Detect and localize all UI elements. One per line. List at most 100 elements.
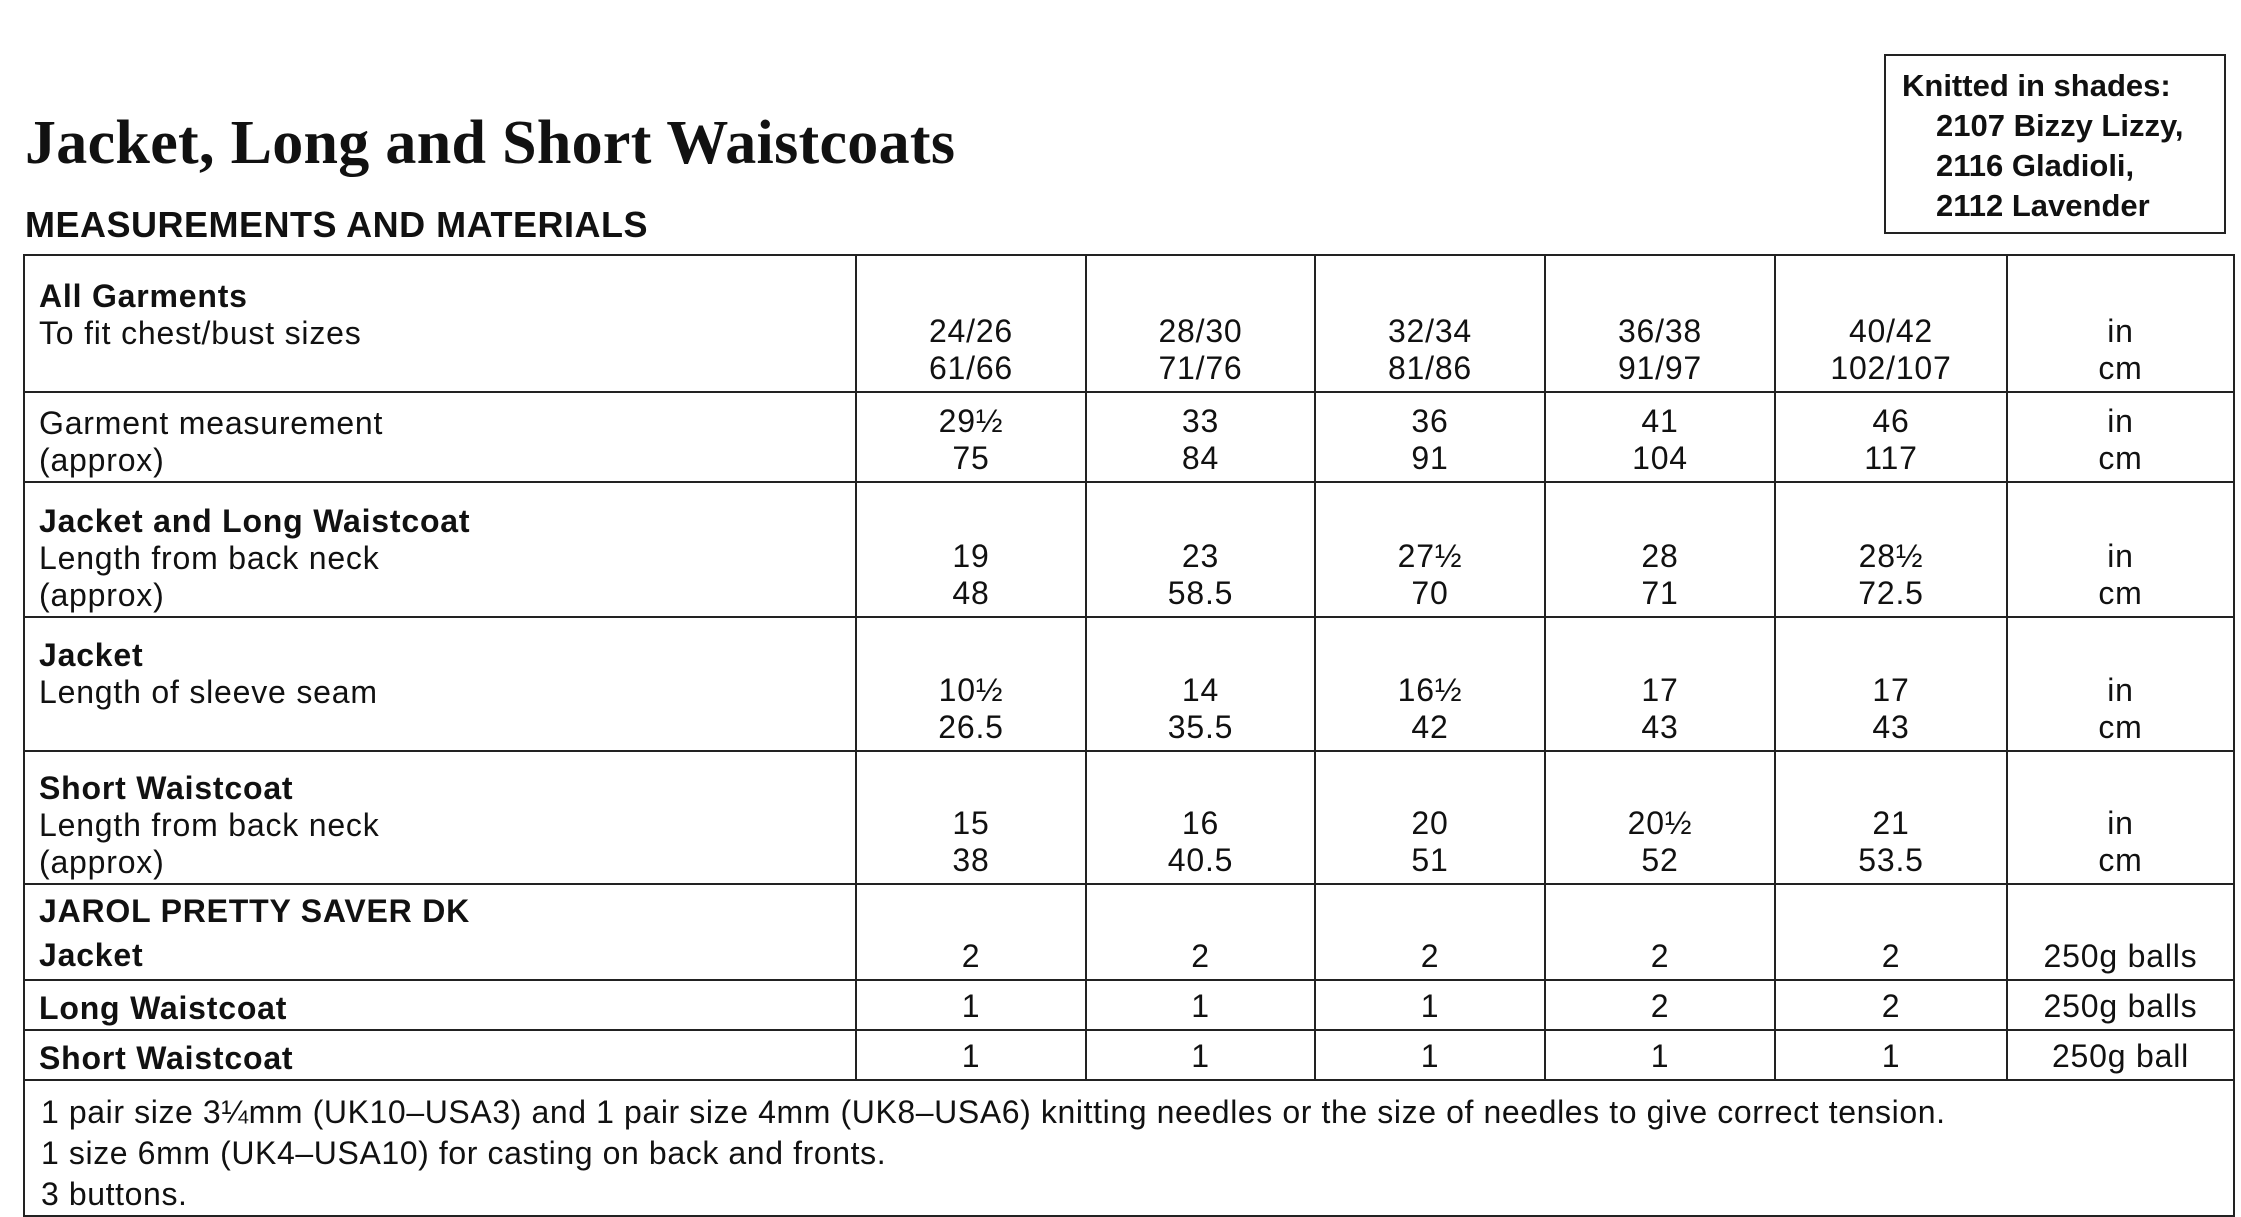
value-cell: 1 [1544, 1029, 1776, 1081]
value-cell: 27½ 70 [1314, 481, 1546, 618]
value-in: 28 [1641, 538, 1679, 574]
table-row: JAROL PRETTY SAVER DK Jacket 2 2 2 2 2 2… [23, 883, 2235, 981]
unit-cell: in cm [2006, 481, 2235, 618]
value-in: 23 [1181, 538, 1220, 574]
row-label-cell: Short Waistcoat [23, 1029, 857, 1081]
value-cm: 104 [1632, 440, 1688, 476]
unit-cm: cm [2098, 350, 2143, 386]
value-cell: 2 [1774, 979, 2008, 1031]
value-cell: 1 [1085, 979, 1316, 1031]
row-label: Length from back neck [39, 540, 380, 576]
unit-cell: in cm [2006, 391, 2235, 483]
value-cm: 61/66 [928, 350, 1014, 386]
value-in: 36 [1411, 403, 1449, 439]
unit-cm: cm [2098, 575, 2143, 611]
value-cm: 26.5 [938, 709, 1004, 745]
value-in: 15 [952, 805, 990, 841]
value-cm: 71/76 [1158, 350, 1243, 386]
unit-cell: 250g ball [2006, 1029, 2235, 1081]
unit-cell: in cm [2006, 750, 2235, 885]
value-in: 20½ [1627, 805, 1693, 841]
row-label: Jacket [39, 937, 144, 973]
value-in: 28/30 [1158, 313, 1243, 349]
value-in: 40/42 [1848, 313, 1934, 349]
row-heading: JAROL PRETTY SAVER DK [39, 893, 471, 929]
ball-count: 2 [1881, 938, 1901, 974]
shade-item: 2107 Bizzy Lizzy, [1936, 108, 2184, 143]
ball-count: 1 [1191, 1038, 1210, 1074]
materials-notes: 1 pair size 3¼mm (UK10–USA3) and 1 pair … [23, 1079, 2235, 1217]
row-label-cell: JAROL PRETTY SAVER DK Jacket [23, 883, 857, 981]
row-heading: Short Waistcoat [39, 770, 294, 806]
buttons-note: 3 buttons. [41, 1176, 188, 1212]
value-cm: 71 [1641, 575, 1679, 611]
value-cell: 14 35.5 [1085, 616, 1316, 752]
value-cell: 20½ 52 [1544, 750, 1776, 885]
unit-in: in [2107, 538, 2134, 574]
value-cell: 36/38 91/97 [1544, 254, 1776, 393]
value-cm: 75 [952, 440, 990, 476]
value-cm: 43 [1872, 709, 1910, 745]
value-cell: 21 53.5 [1774, 750, 2008, 885]
shade-item: 2116 Gladioli, [1936, 148, 2135, 183]
unit-cell: 250g balls [2006, 883, 2235, 981]
row-label-cell: Long Waistcoat [23, 979, 857, 1031]
value-cell: 1 [855, 1029, 1087, 1081]
table-row: Short Waistcoat 1 1 1 1 1 250g ball [23, 1029, 2235, 1081]
value-cell: 20 51 [1314, 750, 1546, 885]
value-cell: 2 [855, 883, 1087, 981]
value-cell: 16 40.5 [1085, 750, 1316, 885]
row-label: (approx) [39, 577, 165, 613]
value-cm: 35.5 [1167, 709, 1234, 745]
value-cell: 1 [855, 979, 1087, 1031]
value-cell: 28½ 72.5 [1774, 481, 2008, 618]
value-in: 27½ [1397, 538, 1463, 574]
ball-count: 2 [1420, 938, 1440, 974]
table-row: Garment measurement (approx) 29½ 75 33 84 … [23, 391, 2235, 483]
ball-count: 1 [961, 988, 981, 1024]
value-in: 32/34 [1387, 313, 1473, 349]
value-cm: 102/107 [1830, 350, 1952, 386]
ball-count: 2 [1191, 938, 1210, 974]
ball-count: 1 [1420, 988, 1440, 1024]
value-cell: 1 [1314, 979, 1546, 1031]
unit-in: in [2107, 672, 2134, 708]
row-label: Short Waistcoat [39, 1040, 294, 1076]
value-in: 10½ [938, 672, 1004, 708]
row-label: Length from back neck [39, 807, 380, 843]
unit-cell: in cm [2006, 254, 2235, 393]
table-row: All Garments To fit chest/bust sizes 24/… [23, 254, 2235, 393]
value-cell: 28/30 71/76 [1085, 254, 1316, 393]
value-in: 17 [1641, 672, 1679, 708]
value-cell: 1 [1314, 1029, 1546, 1081]
value-in: 16½ [1397, 672, 1463, 708]
value-cell: 29½ 75 [855, 391, 1087, 483]
unit-cm: cm [2098, 440, 2143, 476]
measurements-table: All Garments To fit chest/bust sizes 24/… [23, 254, 2235, 1217]
value-cell: 40/42 102/107 [1774, 254, 2008, 393]
value-cell: 28 71 [1544, 481, 1776, 618]
value-in: 16 [1181, 805, 1220, 841]
value-cm: 91/97 [1617, 350, 1703, 386]
row-heading: Jacket and Long Waistcoat [39, 503, 471, 539]
table-row-footer: 1 pair size 3¼mm (UK10–USA3) and 1 pair … [23, 1079, 2235, 1217]
value-cm: 52 [1641, 842, 1679, 878]
value-in: 33 [1181, 403, 1220, 439]
unit-balls: 250g balls [2043, 938, 2198, 974]
ball-count: 2 [1650, 988, 1670, 1024]
row-label-cell: Short Waistcoat Length from back neck (a… [23, 750, 857, 885]
value-cell: 1 [1774, 1029, 2008, 1081]
value-cell: 2 [1544, 883, 1776, 981]
row-label-cell: All Garments To fit chest/bust sizes [23, 254, 857, 393]
table-row: Long Waistcoat 1 1 1 2 2 250g balls [23, 979, 2235, 1031]
unit-in: in [2107, 313, 2134, 349]
needles-note: 1 pair size 3¼mm (UK10–USA3) and 1 pair … [41, 1094, 1946, 1130]
ball-count: 1 [961, 1038, 981, 1074]
value-cell: 16½ 42 [1314, 616, 1546, 752]
ball-count: 1 [1881, 1038, 1901, 1074]
casting-needle-note: 1 size 6mm (UK4–USA10) for casting on ba… [41, 1135, 887, 1171]
row-label-spacer [39, 352, 855, 389]
value-cell: 2 [1774, 883, 2008, 981]
table-row: Short Waistcoat Length from back neck (a… [23, 750, 2235, 885]
value-in: 19 [952, 538, 990, 574]
